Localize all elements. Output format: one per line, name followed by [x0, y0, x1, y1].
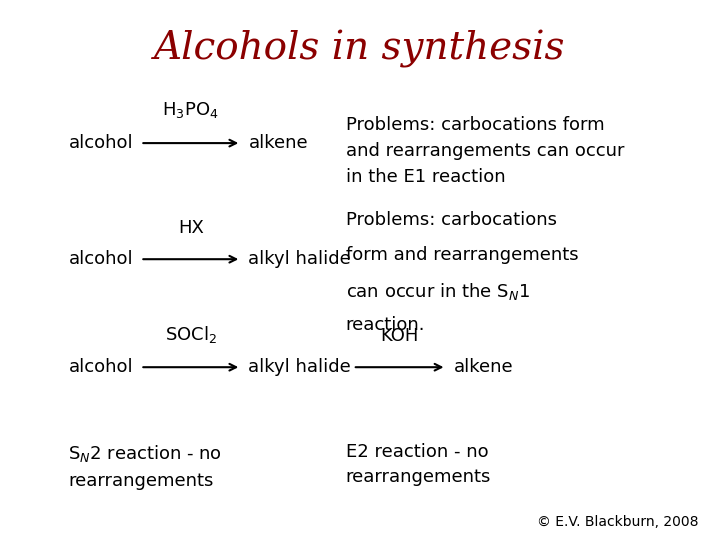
Text: H$_3$PO$_4$: H$_3$PO$_4$	[163, 100, 219, 120]
Text: SOCl$_2$: SOCl$_2$	[165, 323, 217, 345]
Text: © E.V. Blackburn, 2008: © E.V. Blackburn, 2008	[537, 515, 698, 529]
Text: alcohol: alcohol	[68, 250, 133, 268]
Text: can occur in the S$_N$1: can occur in the S$_N$1	[346, 281, 530, 302]
Text: alkyl halide: alkyl halide	[248, 358, 351, 376]
Text: alkyl halide: alkyl halide	[248, 250, 351, 268]
Text: form and rearrangements: form and rearrangements	[346, 246, 578, 264]
Text: alcohol: alcohol	[68, 358, 133, 376]
Text: KOH: KOH	[380, 327, 419, 345]
Text: HX: HX	[178, 219, 204, 237]
Text: Problems: carbocations: Problems: carbocations	[346, 211, 557, 228]
Text: Alcohols in synthesis: Alcohols in synthesis	[154, 30, 566, 68]
Text: E2 reaction - no
rearrangements: E2 reaction - no rearrangements	[346, 443, 491, 487]
Text: reaction.: reaction.	[346, 316, 425, 334]
Text: alkene: alkene	[454, 358, 513, 376]
Text: Problems: carbocations form
and rearrangements can occur
in the E1 reaction: Problems: carbocations form and rearrang…	[346, 116, 624, 186]
Text: alcohol: alcohol	[68, 134, 133, 152]
Text: alkene: alkene	[248, 134, 308, 152]
Text: S$_N$2 reaction - no
rearrangements: S$_N$2 reaction - no rearrangements	[68, 443, 222, 489]
